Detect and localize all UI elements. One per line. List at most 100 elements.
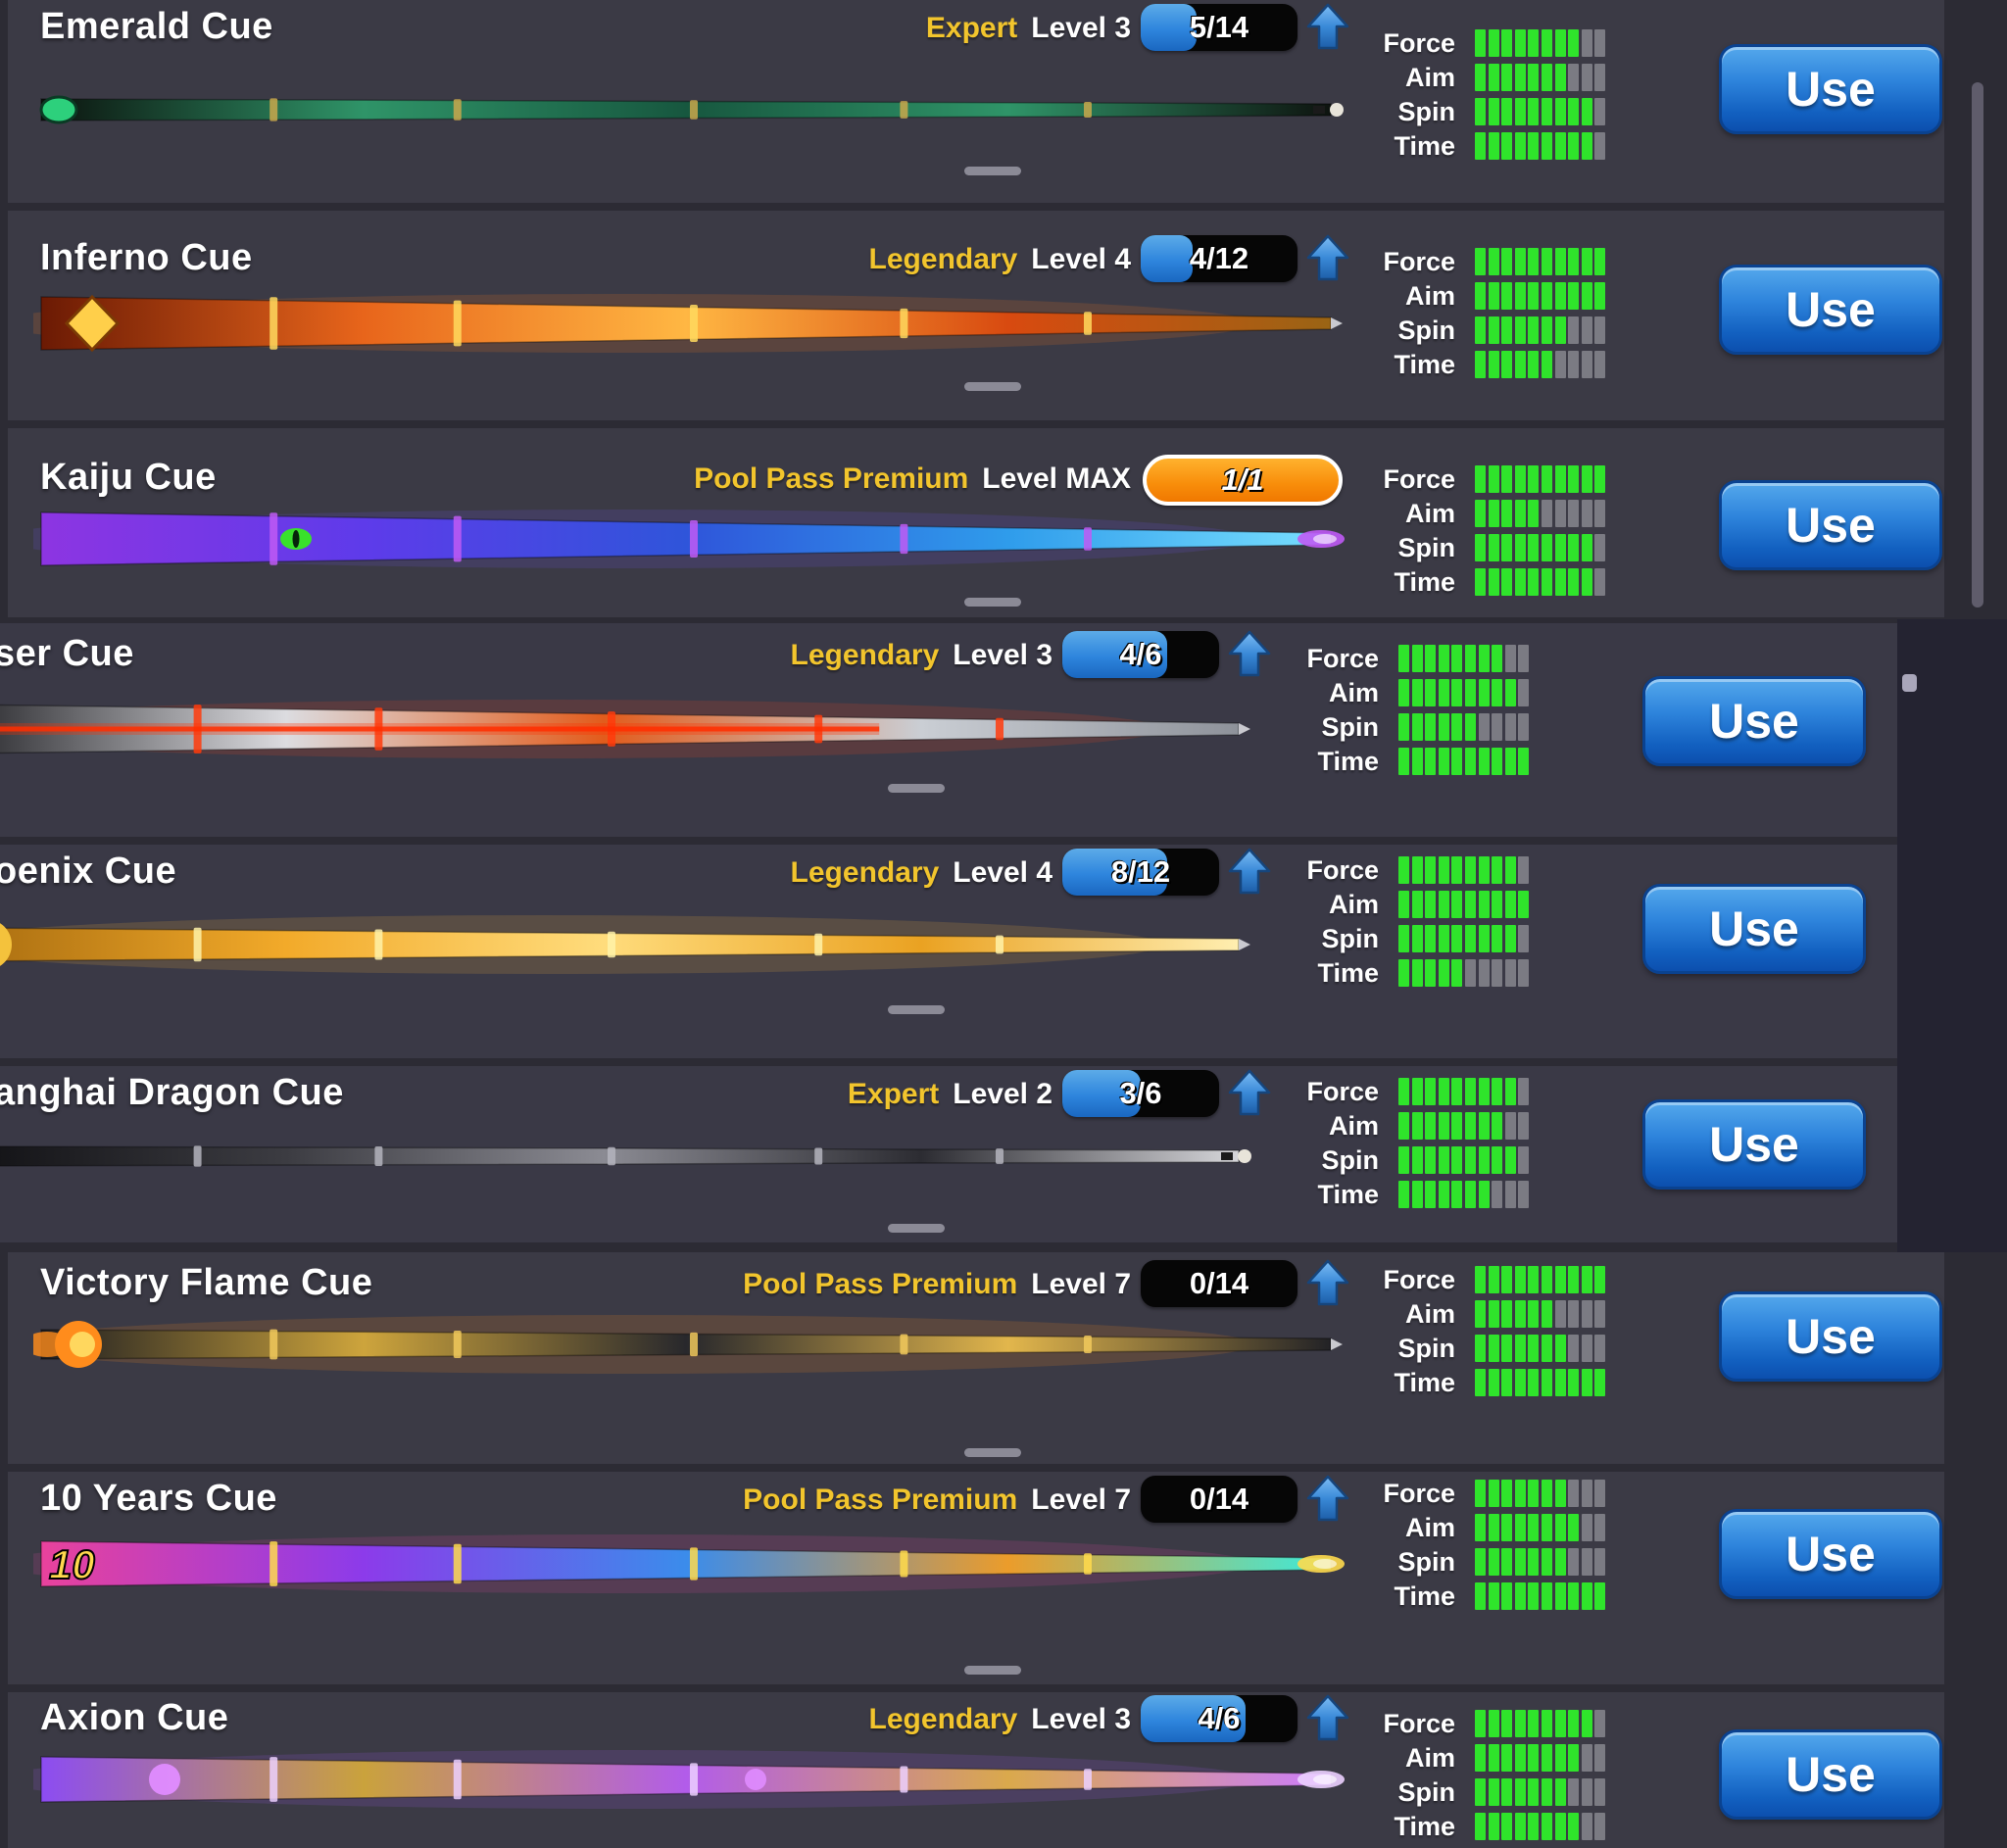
use-button[interactable]: Use [1719, 1509, 1942, 1599]
stat-segment [1518, 645, 1530, 672]
upgrade-arrow-icon[interactable] [1305, 233, 1350, 282]
cue-name: Inferno Cue [40, 237, 253, 278]
use-button[interactable]: Use [1719, 265, 1942, 355]
cue-meta: Expert Level 3 [445, 12, 1131, 45]
stat-segment [1501, 29, 1513, 57]
stat-segment [1425, 1146, 1437, 1174]
upgrade-arrow-icon[interactable] [1227, 1068, 1272, 1117]
stat-segment [1504, 1078, 1516, 1105]
stat-segment [1478, 856, 1490, 884]
stat-segment [1541, 1744, 1552, 1772]
stat-segment [1528, 1335, 1540, 1362]
stat-segment [1568, 465, 1580, 493]
use-button[interactable]: Use [1642, 1099, 1866, 1190]
stat-row: Time [1367, 351, 1612, 378]
stat-segment [1478, 1146, 1490, 1174]
stat-segment [1594, 29, 1606, 57]
stat-row: Time [1291, 959, 1536, 987]
upgrade-arrow-icon[interactable] [1305, 2, 1350, 51]
upgrade-arrow-icon[interactable] [1305, 1693, 1350, 1742]
stat-segment [1541, 282, 1552, 310]
stat-segment [1581, 98, 1592, 125]
stat-segment [1492, 645, 1503, 672]
stat-segment [1514, 132, 1526, 160]
stat-segment [1504, 1146, 1516, 1174]
use-button[interactable]: Use [1719, 1291, 1942, 1382]
stat-segment [1411, 713, 1423, 741]
rarity-label: Expert [847, 1078, 940, 1110]
upgrade-arrow-icon[interactable] [1227, 629, 1272, 678]
stat-row: Aim [1291, 679, 1536, 706]
progress-bar: 8/12 [1062, 849, 1219, 896]
stat-segment [1528, 98, 1540, 125]
cue-card: ser Cue Legendary Level 3 4/6 Force Aim Spi… [0, 623, 1897, 837]
use-button[interactable]: Use [1719, 1729, 1942, 1820]
stat-segment [1581, 568, 1592, 596]
stat-segment [1501, 351, 1513, 378]
scrollbar-thumb[interactable] [1972, 82, 1983, 608]
upgrade-arrow-icon[interactable] [1305, 1474, 1350, 1523]
rarity-label: Legendary [790, 856, 940, 889]
stat-segment [1581, 1514, 1592, 1541]
stat-segment [1475, 282, 1486, 310]
stat-segment [1541, 534, 1552, 561]
stat-segment [1501, 1744, 1513, 1772]
use-button[interactable]: Use [1642, 884, 1866, 974]
drag-handle-icon [964, 598, 1021, 607]
scrollbar-thumb[interactable] [1902, 674, 1917, 692]
stat-segment [1501, 1813, 1513, 1840]
stat-segment [1528, 29, 1540, 57]
progress-fill [1062, 849, 1167, 896]
stat-row: Force [1367, 1480, 1612, 1507]
stat-segment [1594, 282, 1606, 310]
progress-text: 0/14 [1189, 1482, 1249, 1516]
stat-segment [1581, 64, 1592, 91]
stat-row: Spin [1367, 534, 1612, 561]
stat-segment [1411, 679, 1423, 706]
use-button[interactable]: Use [1719, 480, 1942, 570]
stat-segment [1594, 1710, 1606, 1737]
stat-segment [1554, 248, 1566, 275]
stat-row: Spin [1367, 1335, 1612, 1362]
stat-segment [1554, 132, 1566, 160]
stat-segment [1514, 1335, 1526, 1362]
cue-card: Axion Cue Legendary Level 3 4/6 Force Aim S… [8, 1692, 1944, 1848]
level-label: Level MAX [982, 462, 1131, 495]
stat-segment [1528, 1778, 1540, 1806]
stat-segment [1478, 1181, 1490, 1208]
upgrade-arrow-icon[interactable] [1227, 847, 1272, 896]
stat-segment [1594, 500, 1606, 527]
stat-segment [1541, 1514, 1552, 1541]
stat-segment [1451, 925, 1463, 952]
stat-segment [1514, 351, 1526, 378]
stat-segment [1438, 748, 1449, 775]
stat-segment [1581, 1582, 1592, 1610]
stat-segment [1488, 465, 1499, 493]
cue-name: Victory Flame Cue [40, 1262, 373, 1303]
stat-segment [1488, 1710, 1499, 1737]
stat-segment [1594, 465, 1606, 493]
stat-row: Force [1367, 1710, 1612, 1737]
stat-segment [1554, 1744, 1566, 1772]
stats-panel: Force Aim Spin Time [1367, 1710, 1612, 1847]
stat-row: Aim [1367, 1300, 1612, 1328]
use-button[interactable]: Use [1642, 676, 1866, 766]
stat-segment [1554, 64, 1566, 91]
stat-segment [1514, 1710, 1526, 1737]
stat-segment [1492, 856, 1503, 884]
stat-segment [1501, 1548, 1513, 1576]
use-button[interactable]: Use [1719, 44, 1942, 134]
stat-row: Aim [1367, 1514, 1612, 1541]
stat-segment [1398, 891, 1409, 918]
upgrade-arrow-icon[interactable] [1305, 1258, 1350, 1307]
stat-row: Time [1367, 568, 1612, 596]
stat-segment [1514, 1369, 1526, 1396]
stat-segment [1514, 282, 1526, 310]
stat-segment [1464, 645, 1476, 672]
stat-row: Time [1367, 1582, 1612, 1610]
stat-row: Force [1291, 645, 1536, 672]
stat-segment [1554, 351, 1566, 378]
stat-segment [1514, 1514, 1526, 1541]
stat-segment [1475, 1514, 1486, 1541]
rarity-label: Legendary [790, 639, 940, 671]
